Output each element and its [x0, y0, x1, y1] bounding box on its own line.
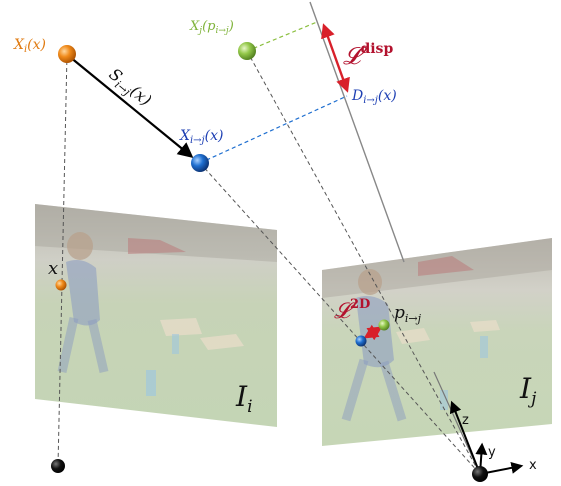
image-plane-i — [35, 204, 277, 427]
label-loss-disp: 𝓛disp — [343, 41, 393, 70]
pixel-green-dot — [378, 319, 390, 331]
label-p-ij: pi→j — [394, 303, 422, 325]
camera-i-center — [51, 459, 65, 473]
scene-flow-arrow — [69, 56, 194, 158]
blue-dashed-link — [199, 95, 348, 164]
point-xij-blue-sphere — [191, 154, 209, 172]
label-xj-of-p: Xj(pi→j) — [189, 19, 234, 36]
label-xi-of-x: Xi(x) — [13, 37, 46, 55]
image-plane-j — [322, 238, 552, 446]
label-image-j: Ij — [519, 372, 537, 409]
point-xj-green-sphere — [238, 42, 256, 60]
pixel-blue-dot — [355, 335, 367, 347]
axis-label-y: y — [488, 445, 496, 460]
label-xij-of-x: Xi→j(x) — [179, 128, 223, 146]
projection-lines — [57, 50, 481, 475]
axis-label-z: z — [462, 413, 469, 428]
green-dashed-link — [246, 21, 318, 52]
point-xi-orange-sphere — [58, 45, 76, 63]
pixel-x-orange-dot — [55, 279, 67, 291]
axis-label-x: x — [529, 458, 537, 473]
2d-loss-arrow — [363, 324, 383, 341]
camera-j-center — [472, 466, 488, 482]
label-image-i: Ii — [235, 380, 253, 417]
label-loss-2d: 𝓛2D — [334, 297, 370, 324]
ray-xi-to-camera-i — [57, 53, 68, 467]
label-dij-of-x: Di→j(x) — [351, 88, 397, 106]
ray-xj-to-camera-j — [246, 50, 481, 475]
label-pixel-x: x — [48, 258, 58, 279]
disparity-loss-arrow — [321, 23, 350, 93]
